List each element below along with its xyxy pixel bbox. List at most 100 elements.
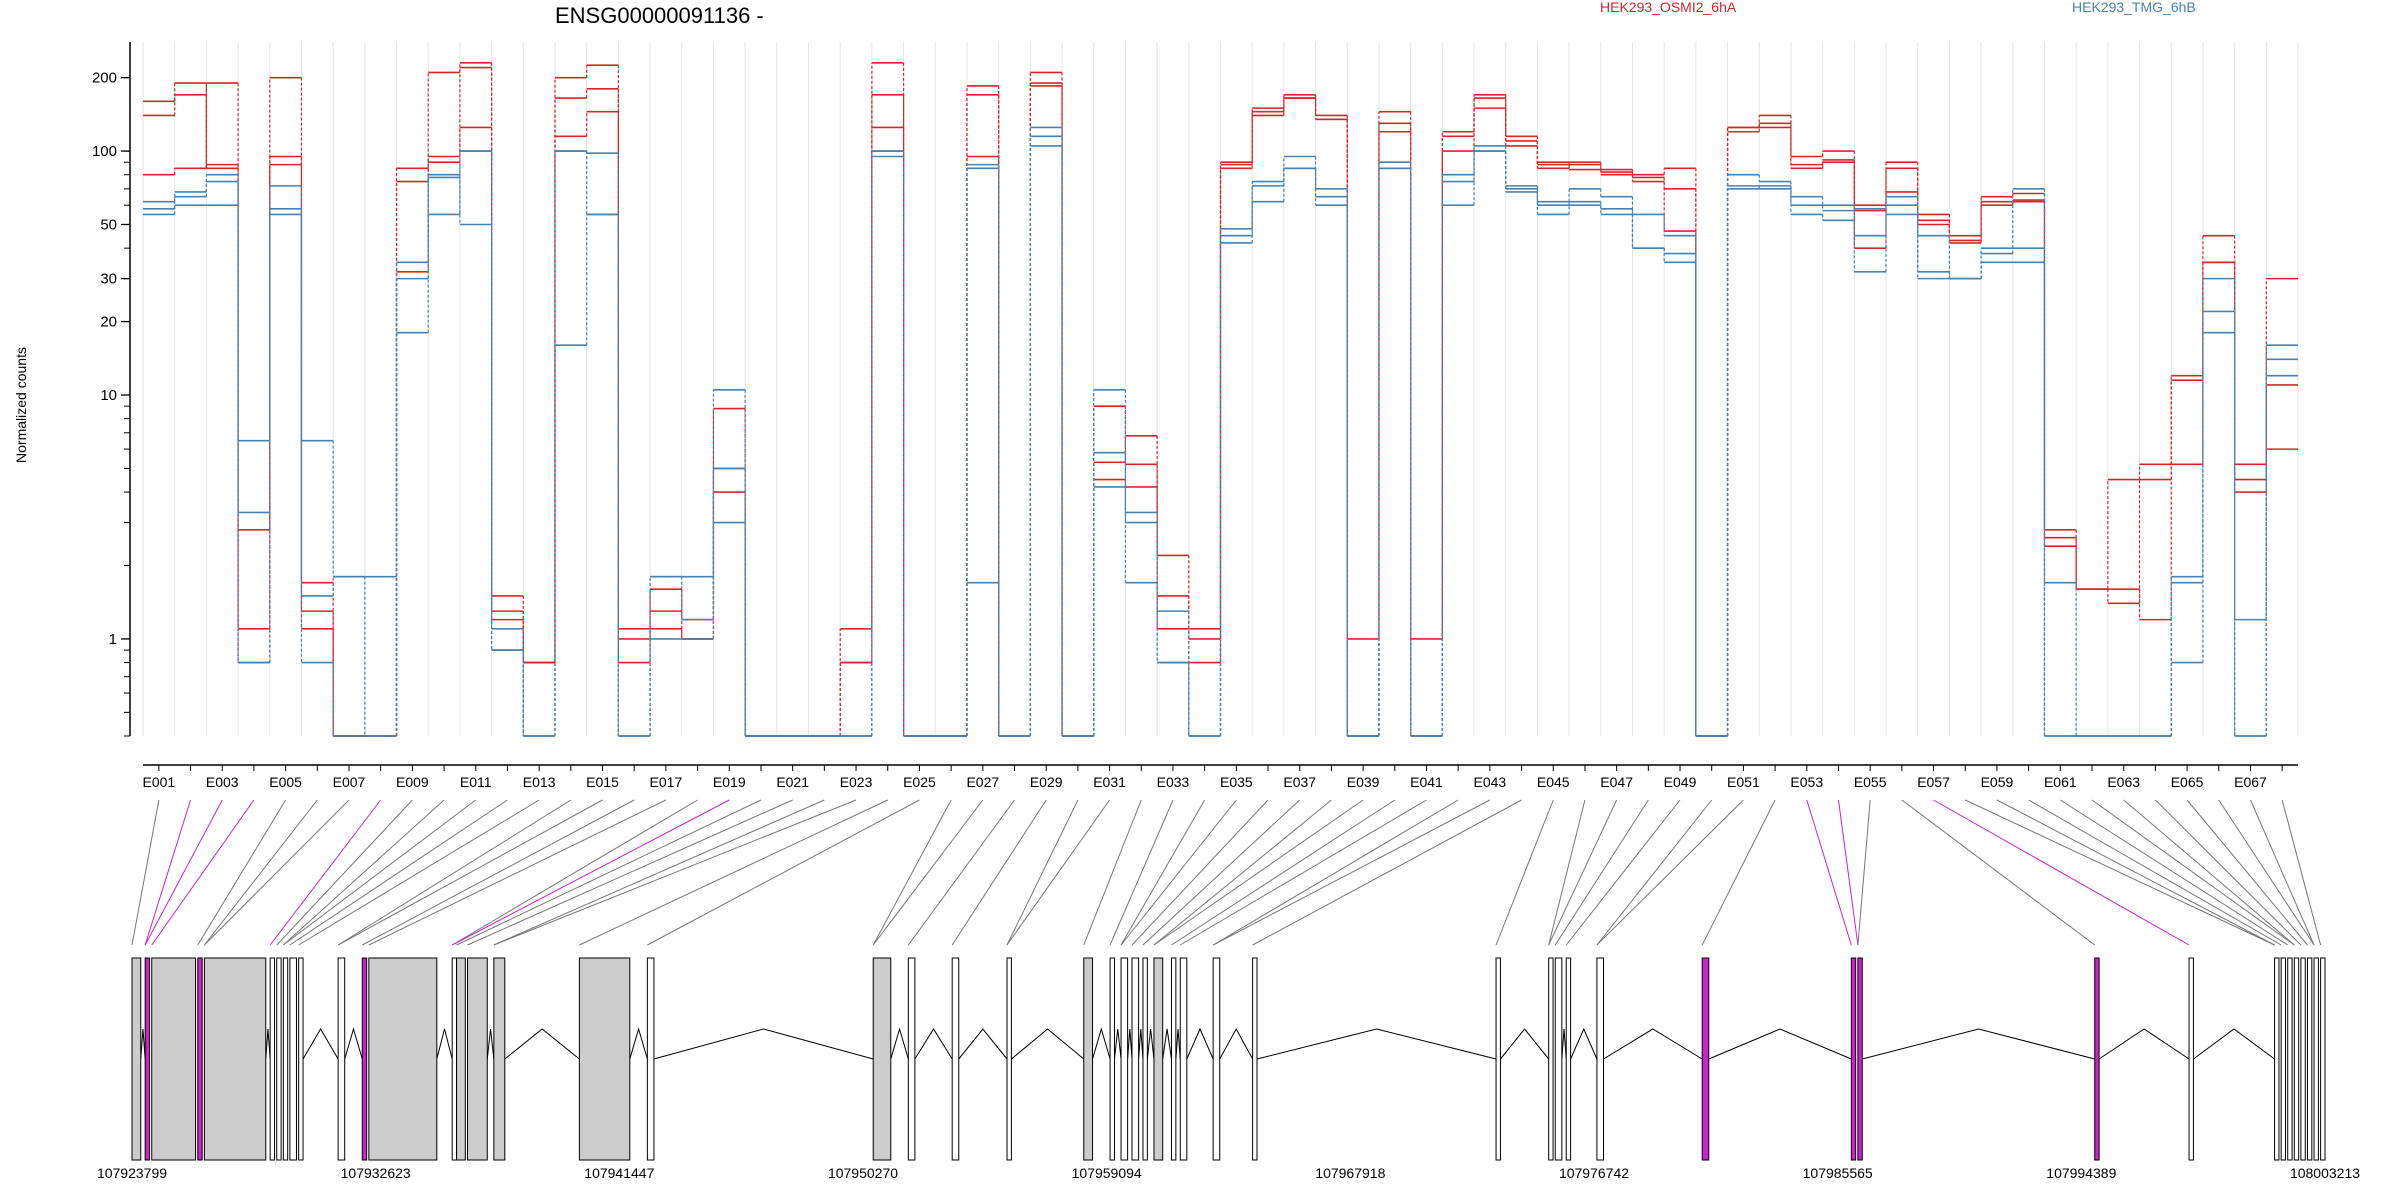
exon-connector — [2091, 799, 2295, 946]
x-tick-label: E055 — [1854, 774, 1887, 790]
exon-box — [1179, 957, 1188, 1161]
exon-box — [646, 957, 655, 1161]
exon-connector — [1596, 799, 1713, 946]
intron-line — [1219, 1027, 1254, 1060]
exon-connector — [1901, 799, 2096, 946]
exon-box — [1083, 957, 1094, 1161]
exon-box — [1131, 957, 1140, 1161]
exon-connector — [1212, 799, 1459, 946]
exon-box — [2287, 957, 2293, 1161]
exon-box — [2280, 957, 2287, 1161]
exon-box — [151, 957, 197, 1161]
intron-line — [1708, 1028, 1852, 1060]
x-tick-label: E011 — [460, 774, 492, 790]
intron-line — [1146, 1028, 1155, 1060]
exon-connector — [2186, 799, 2308, 946]
exon-connector — [269, 799, 382, 946]
x-axis: E001 E003 E005 E007 E009 E011 E013 E015 E017 E019… — [142, 764, 2298, 790]
x-tick-label: E045 — [1537, 774, 1570, 790]
x-tick-label: E013 — [523, 774, 556, 790]
legend-entry-osmi: HEK293_OSMI2_6hA — [1600, 0, 1737, 15]
exon-connector — [493, 799, 825, 946]
intron-line — [914, 1028, 953, 1060]
exon-highlighted — [1857, 957, 1863, 1161]
exon-connector — [2155, 799, 2302, 946]
exon-connector — [1109, 799, 1174, 946]
exon-highlighted — [197, 957, 203, 1161]
exon-connector — [579, 799, 888, 946]
x-tick-label: E053 — [1790, 774, 1823, 790]
intron-line — [1862, 1028, 2095, 1060]
intron-line — [1256, 1028, 1497, 1060]
coordinate-label: 107950270 — [828, 1165, 898, 1181]
exon-connector — [1933, 799, 2190, 946]
exon-connector — [283, 799, 477, 946]
intron-line — [1113, 1028, 1122, 1060]
exon-box — [1565, 957, 1572, 1161]
exon-connector — [1996, 799, 2275, 946]
exon-box — [1142, 957, 1148, 1161]
x-tick-label: E065 — [2171, 774, 2204, 790]
exon-connector — [1495, 799, 1554, 946]
exon-connector — [368, 799, 667, 946]
exon-connector — [1153, 799, 1332, 946]
y-axis-label: Normalized counts — [13, 347, 29, 463]
intron-line — [2098, 1028, 2190, 1060]
exon-box — [2293, 957, 2300, 1161]
intron-line — [890, 1027, 909, 1060]
exon-box — [1109, 957, 1115, 1161]
exon-box — [1153, 957, 1164, 1161]
intron-line — [1092, 1027, 1111, 1060]
exon-connector — [872, 799, 952, 946]
exon-box — [131, 957, 142, 1161]
exon-connector — [197, 799, 287, 946]
exon-connector — [467, 799, 793, 946]
exon-connector — [1212, 799, 1491, 946]
exon-box — [2188, 957, 2194, 1161]
connector-lines — [131, 799, 2322, 946]
exon-box — [2300, 957, 2306, 1161]
exon-box — [451, 957, 458, 1161]
coordinate-label: 107994389 — [2046, 1165, 2116, 1181]
exon-connector — [2028, 799, 2282, 946]
exon-connector — [362, 799, 635, 946]
intron-line — [653, 1028, 874, 1060]
exon-connector — [276, 799, 413, 946]
gene-track — [131, 957, 2326, 1161]
x-tick-label: E027 — [966, 774, 999, 790]
exon-connector — [204, 799, 350, 946]
exon-connector — [1548, 799, 1586, 946]
exon-connector — [1596, 799, 1744, 946]
exon-connector — [493, 799, 857, 946]
exon-connector — [1120, 799, 1206, 946]
intron-line — [1570, 1027, 1598, 1060]
exon-connector — [1142, 799, 1301, 946]
exon-connector — [1837, 799, 1859, 946]
y-tick-label: 10 — [100, 387, 117, 404]
exon-box — [1548, 957, 1554, 1161]
exon-connector — [1965, 799, 2275, 946]
x-tick-label: E019 — [713, 774, 746, 790]
exon-box — [1212, 957, 1221, 1161]
exon-box — [1170, 957, 1177, 1161]
exon-connector — [289, 799, 508, 946]
exon-box — [203, 957, 267, 1161]
exon-box — [269, 957, 276, 1161]
exon-box — [1554, 957, 1563, 1161]
y-tick-label: 200 — [92, 70, 117, 87]
intron-line — [1186, 1027, 1214, 1060]
y-tick-label: 1 — [109, 631, 117, 648]
x-tick-label: E025 — [903, 774, 936, 790]
exon-connector — [1701, 799, 1776, 946]
exon-connector — [337, 799, 572, 946]
exon-connector — [2218, 799, 2315, 946]
exon-connector — [144, 799, 223, 946]
exon-connector — [282, 799, 445, 946]
intron-line — [302, 1028, 339, 1060]
intron-line — [344, 1027, 363, 1060]
exon-highlighted — [144, 957, 151, 1161]
exon-connector — [131, 799, 160, 946]
x-tick-label: E035 — [1220, 774, 1253, 790]
intron-line — [1603, 1028, 1703, 1060]
